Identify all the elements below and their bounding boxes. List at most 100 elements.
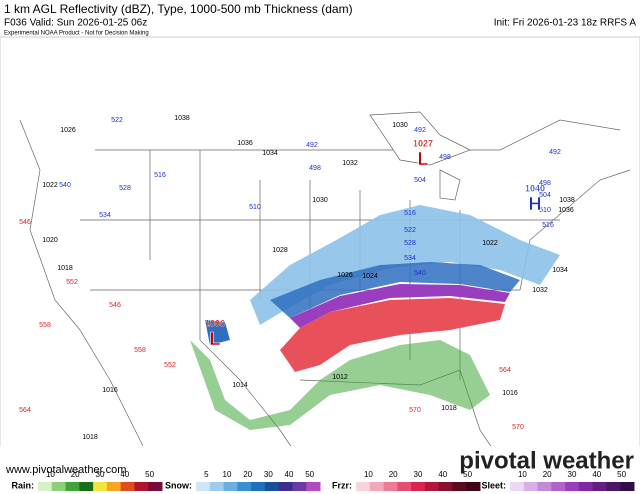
legend-swatch — [251, 482, 266, 491]
freezing-rain-area — [280, 298, 505, 372]
legend-swatch — [93, 482, 108, 491]
isobar-label: 1016 — [502, 390, 518, 397]
legend-swatch — [264, 482, 280, 491]
isobar-label: 1036 — [237, 140, 253, 147]
thickness-label-warm: 558 — [39, 322, 51, 329]
legend-swatch — [356, 482, 371, 491]
isobar-label: 1032 — [532, 287, 548, 294]
legend-swatch — [537, 482, 552, 491]
legend-swatch — [134, 482, 149, 491]
thickness-label-warm: 558 — [134, 347, 146, 354]
isobar-label: 1030 — [392, 122, 408, 129]
sleet-band — [290, 284, 510, 328]
legend-swatch — [551, 482, 566, 491]
thickness-label: 498 — [539, 180, 551, 187]
legend-swatch — [51, 482, 67, 491]
snow-patch — [205, 320, 230, 345]
pressure-center-letter: L — [418, 149, 429, 169]
thickness-label: 516 — [404, 210, 416, 217]
pressure-center-value: 1006 — [205, 318, 225, 328]
thickness-label-warm: 564 — [499, 367, 511, 374]
isobar-label: 1012 — [332, 374, 348, 381]
thickness-label: 540 — [414, 270, 426, 277]
pressure-center-letter: H — [529, 194, 542, 214]
heavy-snow-area — [270, 262, 520, 318]
thickness-label: 510 — [249, 204, 261, 211]
legend-tick-label: 20 — [243, 470, 252, 479]
isobar-label: 1028 — [272, 247, 288, 254]
thickness-label: 504 — [414, 177, 426, 184]
thickness-label-warm: 552 — [164, 362, 176, 369]
legend-swatch — [223, 482, 238, 491]
legend-name: Frzr: — [332, 480, 352, 490]
legend-name: Snow: — [165, 480, 192, 490]
thickness-label-warm: 546 — [109, 302, 121, 309]
legend-swatch — [278, 482, 293, 491]
thickness-label: 534 — [99, 212, 111, 219]
legend-swatch — [369, 482, 385, 491]
thickness-label-warm: 570 — [409, 407, 421, 414]
isobar-label: 1032 — [342, 160, 358, 167]
legend-swatch — [523, 482, 539, 491]
legend-tick-label: 10 — [518, 470, 527, 479]
isobar-label: 1024 — [362, 273, 378, 280]
legend-tick-label: 30 — [568, 470, 577, 479]
isobar-label: 1036 — [558, 207, 574, 214]
map: 1026 1022 1020 1018 1016 1018 1038 1036 1034 1032… — [0, 36, 640, 463]
thickness-label-warm: 552 — [66, 279, 78, 286]
legend-swatch — [397, 482, 412, 491]
rain-area — [190, 340, 490, 430]
thickness-label: 498 — [439, 154, 451, 161]
legend-swatch — [592, 482, 607, 491]
isobar-label: 1018 — [441, 405, 457, 412]
legend-name: Sleet: — [481, 480, 506, 490]
legend-swatch — [65, 482, 80, 491]
thickness-label: 534 — [404, 255, 416, 262]
legend-tick-label: 40 — [285, 470, 294, 479]
legend-swatch — [466, 482, 481, 491]
legend-tick-label: 20 — [389, 470, 398, 479]
legend-swatch — [120, 482, 135, 491]
legend-swatch — [383, 482, 398, 491]
legend-swatch — [196, 482, 211, 491]
legend-tick-label: 50 — [617, 470, 626, 479]
thickness-label: 492 — [414, 127, 426, 134]
thickness-label: 522 — [111, 117, 123, 124]
legend-tick-label: 40 — [592, 470, 601, 479]
legend-swatch — [79, 482, 94, 491]
thickness-label: 492 — [306, 142, 318, 149]
legend-name: Rain: — [12, 480, 35, 490]
thickness-label: 516 — [154, 172, 166, 179]
thickness-label: 510 — [539, 207, 551, 214]
legend-tick-label: 5 — [204, 470, 209, 479]
legend-tick-label: 10 — [46, 470, 55, 479]
legend-swatch — [148, 482, 163, 491]
pressure-center-value: 1040 — [525, 183, 545, 193]
legend-tick-label: 30 — [264, 470, 273, 479]
legend-swatch — [565, 482, 580, 491]
isobar-label: 1038 — [559, 197, 575, 204]
isobar-label: 1016 — [102, 387, 118, 394]
legend-swatch — [411, 482, 426, 491]
isobar-label: 1022 — [42, 182, 58, 189]
legend-swatch — [438, 482, 453, 491]
legend-tick-label: 20 — [543, 470, 552, 479]
thickness-label-warm: 570 — [512, 424, 524, 431]
legend-swatch — [620, 482, 635, 491]
isobar-label: 1018 — [82, 434, 98, 441]
legend-swatch — [106, 482, 122, 491]
legend-swatch — [38, 482, 53, 491]
valid-time: F036 Valid: Sun 2026-01-25 06z — [4, 18, 147, 29]
legend-tick-label: 50 — [463, 470, 472, 479]
legend-tick-label: 30 — [414, 470, 423, 479]
legend-swatch — [452, 482, 467, 491]
isobar-label: 1018 — [57, 265, 73, 272]
thickness-label: 498 — [309, 165, 321, 172]
legend-tick-label: 30 — [96, 470, 105, 479]
legend-swatch — [578, 482, 594, 491]
thickness-label: 492 — [549, 149, 561, 156]
legend-swatch — [292, 482, 307, 491]
thickness-label: 522 — [404, 227, 416, 234]
title: 1 km AGL Reflectivity (dBZ), Type, 1000-… — [4, 2, 353, 16]
